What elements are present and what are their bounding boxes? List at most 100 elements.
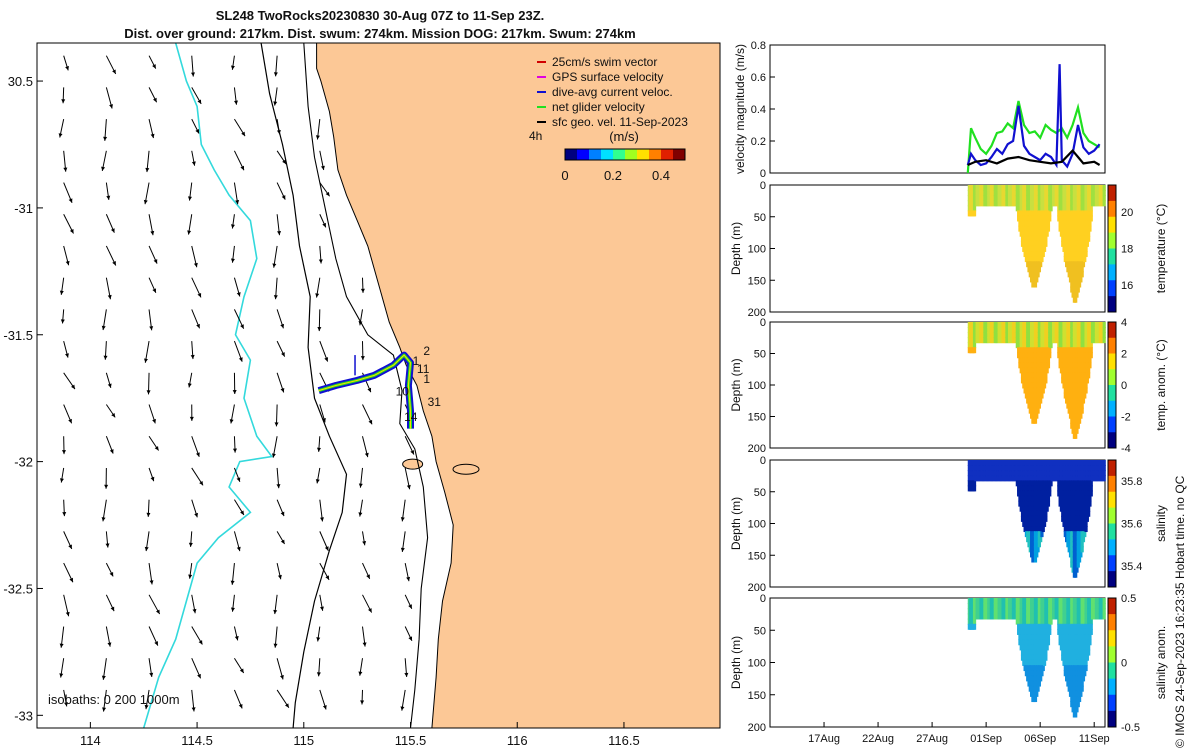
geo-vector-head xyxy=(60,319,65,324)
profile-cell xyxy=(1048,628,1052,635)
geo-vector-head xyxy=(238,357,243,362)
geo-vector-head xyxy=(364,452,369,458)
profile-cell xyxy=(1044,240,1048,247)
geo-vector-head xyxy=(110,228,115,233)
profile-cell xyxy=(1077,417,1082,424)
profile-cell xyxy=(1033,417,1038,424)
geo-vector-head xyxy=(152,418,156,424)
profile-cell xyxy=(1049,618,1053,625)
profile-cell xyxy=(1039,261,1043,268)
geo-vector-head xyxy=(368,419,373,425)
geo-vector-head xyxy=(276,484,281,489)
profile-cell xyxy=(1102,327,1106,334)
profile-cell xyxy=(1089,618,1093,625)
colorbar-cell xyxy=(652,149,656,160)
colorbar-cell xyxy=(628,149,632,160)
geo-vector-head xyxy=(358,321,363,326)
date-xtick-label: 17Aug xyxy=(808,733,840,745)
geo-vector-head xyxy=(111,412,116,418)
map-xtick-label: 116.5 xyxy=(608,733,640,748)
geo-vector-head xyxy=(154,641,158,646)
colorbar-cell xyxy=(580,149,584,160)
profile-colorbar-cell xyxy=(1108,598,1116,615)
profile-colorbar-cell xyxy=(1108,337,1116,354)
geo-vector-head xyxy=(282,159,287,165)
colorbar-cell xyxy=(595,149,599,160)
profile-cell xyxy=(1084,520,1088,527)
geo-vector-head xyxy=(240,324,244,329)
profile-cell xyxy=(1088,220,1092,227)
profile-cell xyxy=(1037,680,1041,687)
colorbar-cell xyxy=(589,149,593,160)
map-ytick-label: -31.5 xyxy=(3,328,33,343)
colorbar-cell xyxy=(640,149,644,160)
profile-cell xyxy=(1044,510,1048,517)
profile-cell xyxy=(1102,465,1106,472)
geo-vector-head xyxy=(360,288,365,293)
profile-cell xyxy=(1084,659,1088,666)
profile-cell xyxy=(1089,490,1093,497)
velocity-ytick-label: 0.6 xyxy=(751,72,766,84)
map-xtick-label: 114 xyxy=(80,733,101,748)
velocity-ytick-label: 0.8 xyxy=(751,40,766,52)
geo-vector-head xyxy=(150,133,155,139)
geo-vector-head xyxy=(107,642,112,647)
profile-colorbar-cell xyxy=(1108,646,1116,663)
profile-colorbar-tick-label: 18 xyxy=(1121,244,1133,256)
velocity-ytick-label: 0 xyxy=(760,168,766,180)
profile-colorbar-cell xyxy=(1108,678,1116,696)
geo-vector-head xyxy=(198,640,203,645)
isobaths-label: isobaths: 0 200 1000m xyxy=(48,692,180,707)
colorbar-cell xyxy=(592,149,596,160)
profile-colorbar-label: temp. anom. (°C) xyxy=(1154,339,1168,431)
profile-cell xyxy=(1080,271,1084,278)
map-xtick-label: 114.5 xyxy=(181,733,213,748)
geo-vector-head xyxy=(197,99,202,104)
colorbar-cell xyxy=(601,149,605,160)
profile-cell xyxy=(1035,276,1039,283)
geo-vector-head xyxy=(271,453,276,458)
profile-cell xyxy=(1048,210,1052,217)
geo-vector-head xyxy=(192,608,197,614)
geo-vector-head xyxy=(62,512,67,517)
island-rottnest xyxy=(402,458,424,470)
profile-colorbar-tick-label: -0.5 xyxy=(1121,722,1140,734)
profile-colorbar-cell xyxy=(1108,216,1116,234)
geo-vector-head xyxy=(59,643,64,648)
profile-cell xyxy=(1046,357,1051,364)
geo-vector-head xyxy=(232,448,237,453)
geo-vector-head xyxy=(230,65,235,70)
profile-colorbar-cell xyxy=(1108,264,1116,281)
geo-vector-head xyxy=(280,539,285,545)
geo-vector-head xyxy=(195,129,199,134)
geo-vector-head xyxy=(194,512,199,518)
geo-vector-head xyxy=(368,608,372,613)
geo-vector-head xyxy=(324,546,329,551)
profile-cell xyxy=(1076,286,1080,293)
profile-colorbar-cell xyxy=(1108,460,1116,477)
profile-cell xyxy=(1083,392,1087,399)
geo-vector-head xyxy=(149,580,154,585)
profile-cell xyxy=(1033,281,1038,288)
profile-cell xyxy=(1039,675,1043,682)
geo-vector-head xyxy=(144,704,149,710)
profile-ytick-label: 200 xyxy=(748,443,766,455)
profile-cell xyxy=(1042,382,1047,389)
geo-vector-head xyxy=(155,609,160,615)
profile-colorbar-tick-label: 0 xyxy=(1121,380,1127,392)
profile-cell xyxy=(1035,412,1039,419)
map-xtick-label: 115 xyxy=(293,733,314,748)
profile-colorbar-tick-label: 35.6 xyxy=(1121,519,1142,531)
map-ytick-label: 30.5 xyxy=(8,74,33,89)
track-label: 14 xyxy=(404,410,418,424)
profile-ytick-label: 50 xyxy=(754,625,766,637)
profile-cell xyxy=(972,485,977,492)
date-xtick-label: 11Sep xyxy=(1079,733,1110,745)
profile-cell xyxy=(1046,220,1051,227)
profile-colorbar-box xyxy=(1107,184,1117,313)
profile-cell xyxy=(1074,296,1078,303)
profile-cell xyxy=(1046,495,1051,502)
profile-cell xyxy=(1045,644,1049,651)
profile-cell xyxy=(972,480,977,487)
profile-colorbar-cell xyxy=(1108,491,1116,509)
